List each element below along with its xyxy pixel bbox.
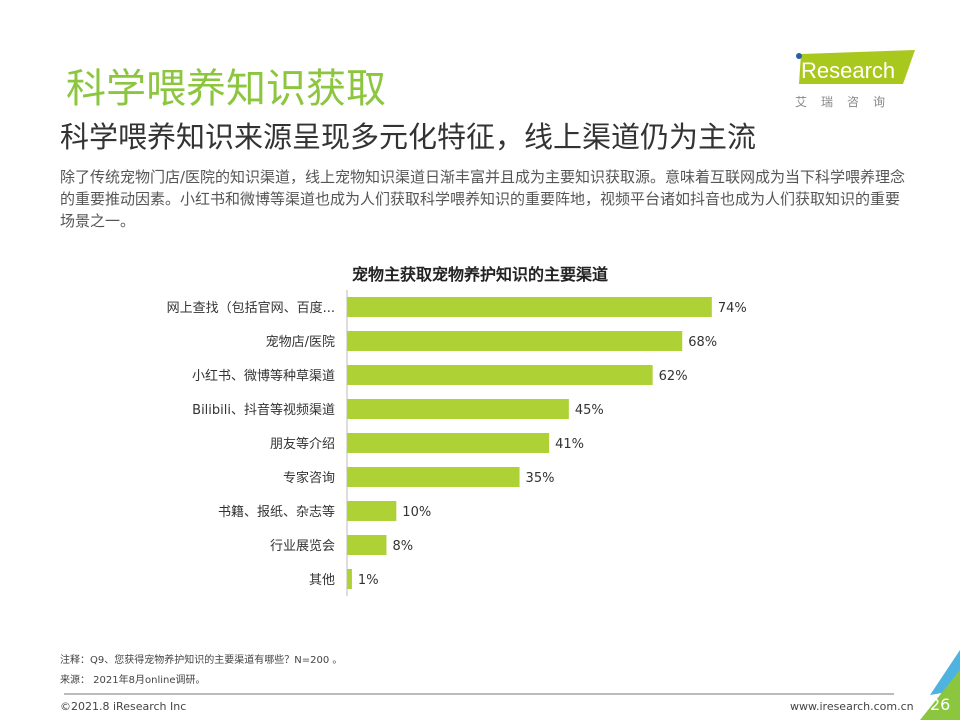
category-label: 宠物店/医院 [266,334,335,350]
chart-title: 宠物主获取宠物养护知识的主要渠道 [351,265,608,284]
page-title: 科学喂养知识获取 [66,66,386,112]
category-label: 朋友等介绍 [270,436,335,452]
category-label: 网上查找（包括官网、百度... [167,300,335,316]
bar [347,569,352,589]
iresearch-logo: Research [796,50,915,84]
data-label: 45% [575,403,604,418]
website: www.iresearch.com.cn [790,700,914,713]
category-label: 行业展览会 [270,538,335,554]
bar [347,297,712,317]
logo-chinese: 艾瑞咨询 [795,95,900,109]
page-number: 26 [930,695,951,714]
page-corner-decoration [920,650,960,720]
data-label: 35% [526,471,555,486]
data-label: 74% [718,301,747,316]
category-label: 其他 [309,573,335,588]
description: 除了传统宠物门店/医院的知识渠道，线上宠物知识渠道日渐丰富并且成为主要知识获取源… [60,168,906,230]
data-label: 68% [688,335,717,350]
svg-text:Research: Research [801,58,895,83]
bar [347,535,387,555]
note: 注释：Q9、您获得宠物养护知识的主要渠道有哪些？N=200 。 [60,655,343,666]
bar [347,433,550,453]
bar-chart: 网上查找（包括官网、百度... 74% 宠物店/医院 68% 小红书、微博等种草渠道 62… [167,290,747,596]
category-label: 专家咨询 [283,470,335,486]
category-label: Bilibili、抖音等视频渠道 [192,402,335,418]
category-label: 小红书、微博等种草渠道 [192,368,335,384]
data-label: 8% [392,539,413,554]
bar [347,331,683,351]
data-label: 1% [358,573,379,588]
data-label: 10% [402,505,431,520]
data-label: 62% [659,369,688,384]
bar [347,467,520,487]
divider [64,693,894,695]
bar [347,399,569,419]
bar [347,365,653,385]
source: 来源： 2021年8月online调研。 [60,675,206,686]
copyright: ©2021.8 iResearch Inc [60,700,187,713]
data-label: 41% [555,437,584,452]
category-label: 书籍、报纸、杂志等 [218,504,335,520]
page-subtitle: 科学喂养知识来源呈现多元化特征，线上渠道仍为主流 [60,120,757,154]
bar [347,501,397,521]
